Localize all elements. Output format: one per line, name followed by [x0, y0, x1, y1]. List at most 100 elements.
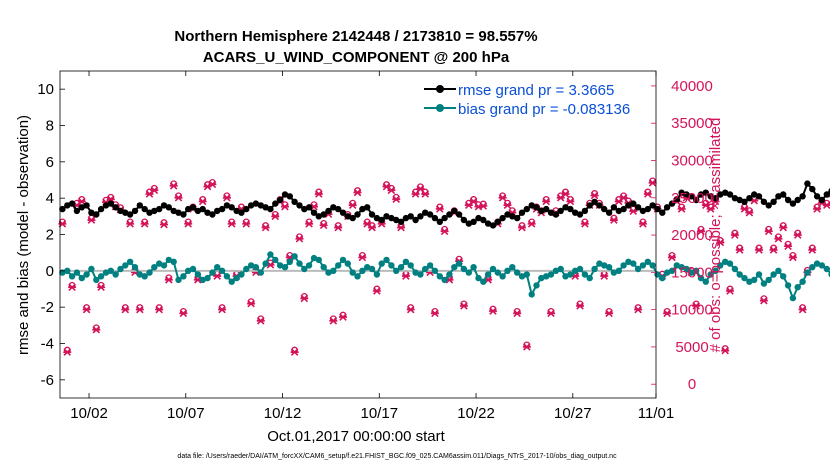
bias-layer-point: [649, 262, 656, 269]
rmse-layer-point: [189, 204, 197, 211]
rmse-layer-point: [576, 211, 584, 218]
left-tick-label: 10: [37, 81, 54, 98]
bias-layer-point: [581, 271, 589, 278]
bias-layer-point: [726, 260, 734, 267]
rmse-layer-point: [378, 216, 385, 224]
left-tick-label: 4: [46, 190, 54, 207]
rmse-layer-point: [630, 200, 637, 207]
obs-assimilated-marker: [280, 202, 289, 211]
bias-layer-point: [591, 265, 598, 273]
rmse-layer-point: [601, 205, 608, 213]
left-tick-label: -6: [41, 372, 54, 389]
rmse-layer-point: [296, 202, 303, 209]
obs-assimilated-marker: [329, 317, 338, 325]
bias-layer-point: [180, 273, 187, 280]
obs-assimilated-marker: [726, 287, 735, 295]
right-tick-label: 25000: [671, 190, 713, 207]
rmse-layer-point: [509, 213, 516, 220]
bias-layer-point: [296, 260, 303, 267]
obs-assimilated-marker: [590, 191, 599, 200]
obs-assimilated-marker: [155, 305, 164, 314]
bias-layer-point: [460, 265, 468, 273]
bias-layer-point: [93, 276, 100, 284]
rmse-layer-point: [552, 211, 560, 218]
rmse-layer-point: [484, 220, 492, 227]
rmse-layer-point: [262, 204, 269, 211]
bias-layer-point: [218, 267, 226, 274]
bias-layer-point: [557, 265, 564, 273]
rmse-layer-point: [112, 204, 119, 211]
bias-layer-point: [426, 262, 434, 269]
bias-layer-point: [267, 251, 274, 258]
obs-assimilated-marker: [677, 205, 686, 213]
rmse-layer-point: [339, 209, 347, 216]
obs-assimilated-marker: [605, 309, 614, 318]
obs-assimilated-marker: [764, 227, 773, 236]
bias-layer-point: [247, 262, 255, 269]
obs-assimilated-marker: [305, 220, 314, 228]
bias-layer-point: [252, 264, 260, 271]
bias-layer-point: [441, 276, 448, 284]
right-tick-label: 40000: [671, 78, 713, 95]
obs-assimilated-marker: [692, 302, 701, 310]
bias-layer-point: [630, 260, 637, 267]
rmse-layer-point: [397, 218, 405, 225]
bias-layer-point: [170, 258, 177, 265]
rmse-layer-point: [804, 180, 811, 187]
rmse-layer-point: [88, 209, 95, 216]
rmse-layer-point: [301, 205, 308, 213]
rmse-layer-point: [707, 193, 714, 200]
bias-layer-point: [146, 269, 153, 276]
obs-assimilated-marker: [435, 205, 444, 213]
rmse-layer-point: [267, 205, 274, 213]
obs-assimilated-marker: [348, 201, 357, 209]
obs-assimilated-marker: [808, 246, 817, 254]
bias-layer-point: [765, 276, 772, 284]
rmse-layer-point: [175, 209, 182, 216]
rmse-layer-point: [649, 202, 656, 209]
obs-assimilated-marker: [368, 223, 377, 232]
bias-layer-point: [794, 284, 801, 291]
rmse-layer-point: [402, 214, 410, 222]
rmse-layer-point: [775, 193, 782, 200]
bias-layer-point: [697, 274, 705, 282]
bias-layer-point: [122, 262, 129, 269]
bias-layer-point: [596, 260, 603, 267]
obs-assimilated-marker: [92, 326, 101, 334]
obs-assimilated-marker: [184, 220, 193, 228]
data-file-footer: data file: /Users/raeder/DAI/ATM_forcXX/…: [177, 453, 617, 460]
rmse-layer-point: [214, 207, 221, 215]
bias-layer-point: [209, 269, 216, 276]
rmse-layer-point: [615, 207, 622, 215]
rmse-layer-point: [799, 193, 806, 200]
bias-layer-point: [402, 258, 410, 265]
bias-layer-point: [610, 269, 618, 276]
bias-layer-point: [151, 264, 158, 271]
x-tick-label: 10/27: [554, 405, 592, 422]
obs-assimilated-marker: [421, 190, 430, 198]
bias-layer-point: [499, 273, 506, 280]
left-tick-label: 8: [46, 118, 54, 135]
obs-assimilated-marker: [527, 220, 536, 228]
bias-layer-point: [102, 269, 110, 276]
rmse-layer-point: [446, 211, 453, 218]
obs-assimilated-marker: [392, 195, 401, 204]
left-tick-label: 0: [46, 263, 54, 280]
bias-layer-point: [68, 273, 76, 280]
rmse-layer-point: [523, 205, 530, 213]
rmse-layer-point: [68, 200, 76, 207]
obs-assimilated-marker: [208, 180, 217, 189]
bias-layer-point: [514, 269, 521, 276]
rmse-layer-point: [722, 189, 729, 196]
rmse-layer-point: [460, 216, 468, 224]
obs-assimilated-marker: [542, 197, 551, 206]
obs-assimilated-marker: [667, 253, 676, 262]
rmse-layer-point: [180, 211, 187, 218]
rmse-layer-point: [170, 207, 177, 215]
rmse-layer-point: [97, 205, 105, 213]
bias-layer-point: [659, 274, 666, 282]
obs-assimilated-marker: [334, 223, 343, 232]
bias-layer-point: [683, 265, 690, 273]
bias-layer-point: [707, 271, 714, 278]
obs-assimilated-marker: [401, 272, 410, 280]
